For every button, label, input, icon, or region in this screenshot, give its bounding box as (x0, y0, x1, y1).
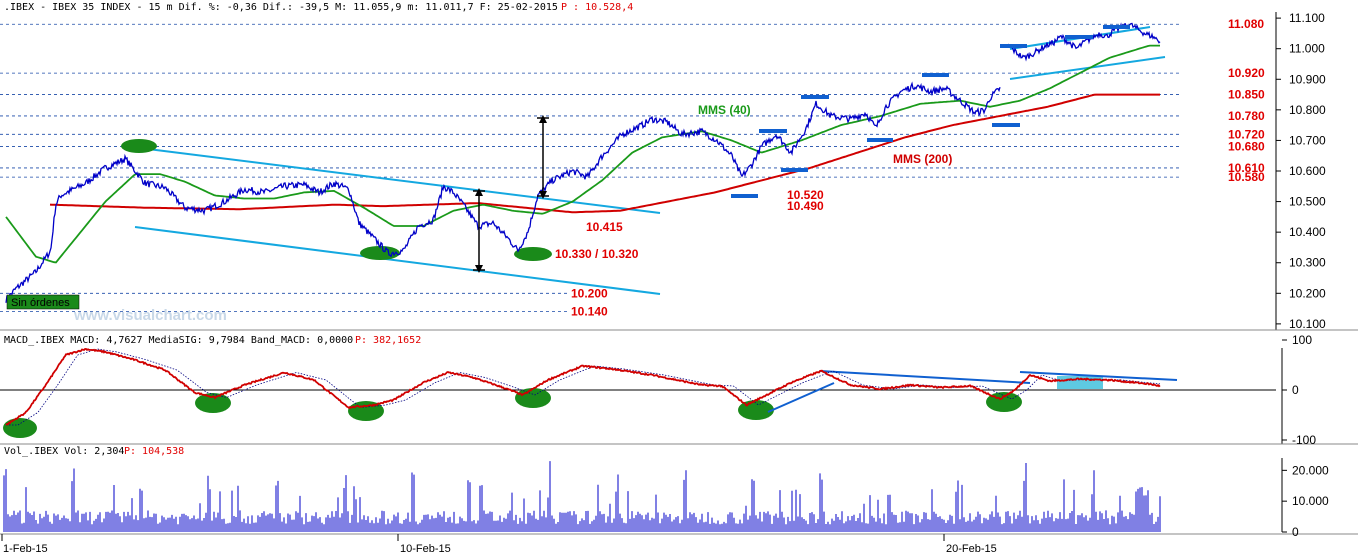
trend-channels (134, 26, 1166, 295)
price-y-axis: 11.100 11.000 10.900 10.800 10.700 10.600 10.5… (1276, 11, 1326, 331)
volume-y-axis: 20.000 10.000 0 (1282, 463, 1329, 539)
annotation-10520: 10.520 (787, 188, 824, 202)
level-label-4: 10.720 (1228, 127, 1265, 141)
level-label-5: 10.680 (1228, 140, 1265, 154)
price-tick-label-6: 10.500 (1289, 195, 1326, 209)
vol-tick-label-1: 10.000 (1292, 494, 1329, 508)
low-ellipse-2 (514, 247, 552, 261)
macd-last-value: P: 382,1652 (355, 335, 421, 346)
volume-bars (3, 461, 1161, 532)
watermark: www.visualchart.com (73, 307, 227, 324)
vol-pane-title: Vol_.IBEX Vol: 2,304 (4, 446, 124, 457)
price-tick-label-4: 10.700 (1289, 133, 1326, 147)
level-label-2: 10.850 (1228, 88, 1265, 102)
sin-ordenes-badge: Sin órdenes (6, 294, 80, 310)
macd-line (5, 347, 1161, 426)
price-line-a (5, 81, 1001, 303)
macd-pane-title: MACD_.IBEX MACD: 4,7627 MediaSIG: 9,7984… (4, 335, 353, 346)
price-tick-label-2: 10.900 (1289, 72, 1326, 86)
mms200-path (49, 93, 1160, 214)
mms-40-line (5, 44, 1160, 264)
price-tick-label-0: 11.100 (1289, 11, 1325, 25)
macd-pane (0, 347, 1276, 438)
level-label-7: 10.580 (1228, 170, 1265, 184)
price-pane-title: .IBEX - IBEX 35 INDEX - 15 m Dif. %: -0,… (4, 2, 558, 13)
low-markers (121, 139, 552, 261)
down-channel-upper (139, 147, 661, 214)
price-tick-label-7: 10.400 (1289, 225, 1326, 239)
level-label-8: 10.200 (571, 286, 608, 300)
macd-trendline-3 (1019, 371, 1178, 381)
level-label-3: 10.780 (1228, 109, 1265, 123)
annotation-mms40: MMS (40) (698, 103, 751, 117)
price-tick-label-9: 10.200 (1289, 286, 1326, 300)
price-tick-label-8: 10.300 (1289, 256, 1326, 270)
level-dash-markers (731, 25, 1130, 198)
macd-series (5, 347, 1161, 426)
price-series (5, 22, 1161, 303)
level-label-9: 10.140 (571, 305, 608, 319)
annotation-10330-10320: 10.330 / 10.320 (555, 247, 639, 261)
macd-highlight-box (1057, 376, 1103, 389)
macd-y-axis: 100 0 -100 (1282, 333, 1316, 447)
level-label-0: 11.080 (1228, 17, 1264, 31)
high-ellipse (121, 139, 157, 153)
price-tick-label-10: 10.100 (1289, 317, 1326, 331)
annotation-10415: 10.415 (586, 220, 623, 234)
vol-last-value: P: 104,538 (124, 446, 184, 457)
macd-ellipse-2 (195, 393, 231, 413)
macd-tick-label-0: 100 (1292, 333, 1312, 347)
x-label-1: 1-Feb-15 (3, 543, 48, 555)
down-channel-lower (134, 226, 661, 295)
up-channel-lower (1009, 56, 1166, 80)
sin-ordenes-label: Sin órdenes (11, 297, 70, 309)
range-arrows (473, 115, 549, 273)
price-tick-label-1: 11.000 (1289, 42, 1325, 56)
annotation-10490: 10.490 (787, 199, 824, 213)
vol-tick-label-2: 0 (1292, 525, 1299, 539)
macd-ellipse-1 (3, 418, 37, 438)
macd-trendline-2 (819, 370, 1031, 384)
volume-series (3, 461, 1161, 532)
price-tick-label-3: 10.800 (1289, 103, 1326, 117)
macd-tick-label-2: -100 (1292, 433, 1316, 447)
macd-ellipse-4 (515, 388, 551, 408)
macd-trendline-1 (767, 382, 835, 413)
mms40-path (5, 44, 1160, 264)
price-last-value: P : 10.528,4 (561, 2, 633, 13)
level-label-1: 10.920 (1228, 66, 1265, 80)
level-label-6: 10.610 (1228, 161, 1265, 175)
x-label-2: 10-Feb-15 (400, 543, 451, 555)
x-axis: 1-Feb-15 10-Feb-15 20-Feb-15 (1, 534, 997, 555)
pane-frames (0, 12, 1358, 535)
vol-tick-label-0: 20.000 (1292, 463, 1329, 477)
annotation-mms200: MMS (200) (893, 152, 952, 166)
x-label-3: 20-Feb-15 (946, 543, 997, 555)
mms-200-line (49, 93, 1160, 214)
price-tick-label-5: 10.600 (1289, 164, 1326, 178)
price-line-b (1007, 22, 1161, 62)
macd-tick-label-1: 0 (1292, 383, 1299, 397)
low-ellipse-1 (360, 246, 400, 260)
